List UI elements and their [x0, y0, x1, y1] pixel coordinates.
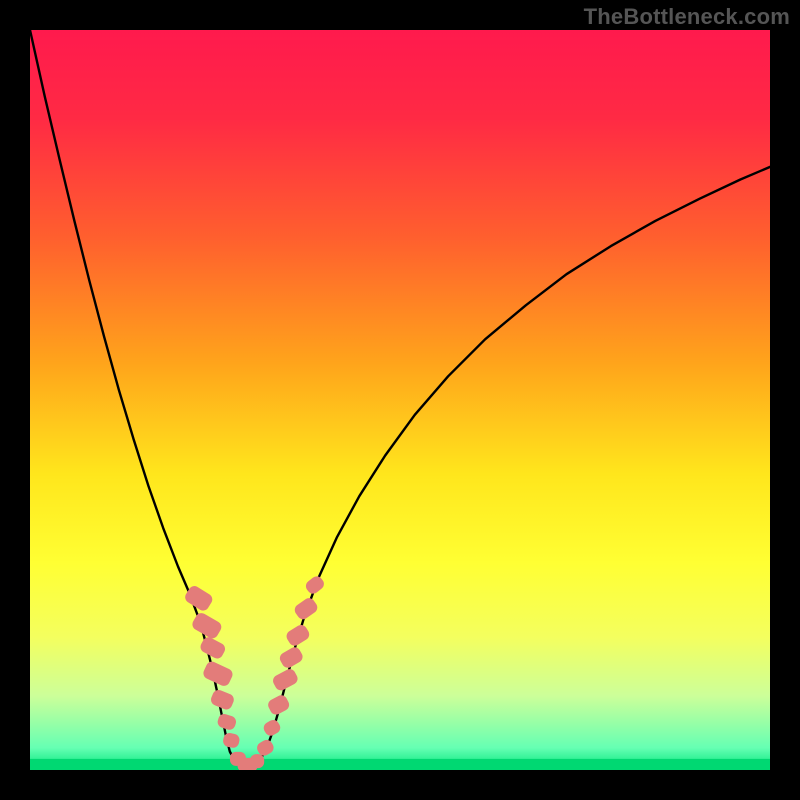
figure-outer: TheBottleneck.com — [0, 0, 800, 800]
curve-marker — [250, 754, 264, 768]
plot-area — [30, 30, 770, 770]
green-band — [30, 759, 770, 770]
plot-svg — [30, 30, 770, 770]
gradient-background — [30, 30, 770, 770]
watermark-text: TheBottleneck.com — [584, 4, 790, 30]
